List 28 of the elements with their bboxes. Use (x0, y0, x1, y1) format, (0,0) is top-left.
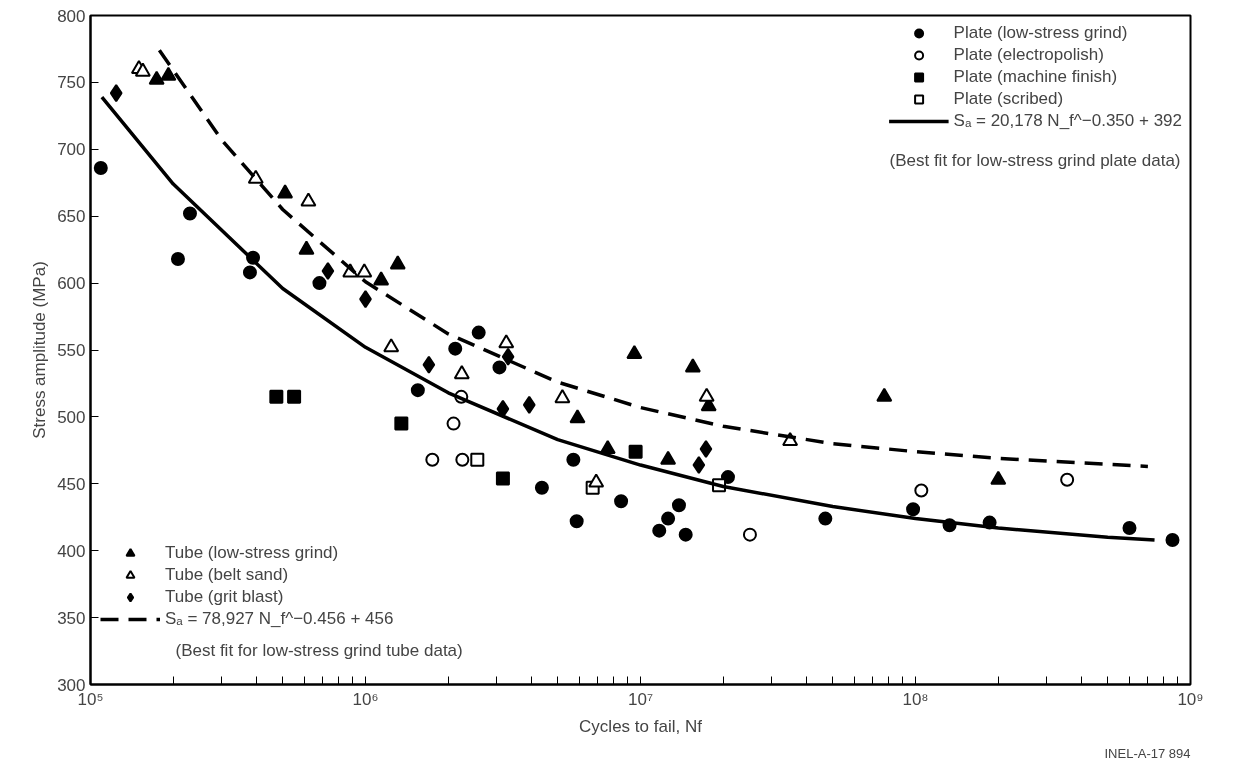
y-tick-label: 400 (57, 541, 86, 561)
legend-label: Sₐ = 78,927 N_f^−0.456 + 456 (165, 609, 394, 629)
legend-label: Plate (electropolish) (953, 45, 1104, 65)
legend-label: Tube (belt sand) (165, 565, 289, 585)
annotation: (Best fit for low-stress grind tube data) (175, 640, 463, 660)
y-tick-label: 750 (57, 73, 86, 93)
x-tick-label: 10⁶ (352, 689, 379, 709)
legend-label: Plate (machine finish) (953, 67, 1118, 87)
y-tick-label: 550 (57, 341, 86, 360)
x-tick-label: 10⁸ (902, 689, 929, 709)
y-tick-label: 500 (57, 407, 86, 427)
y-tick-label: 350 (57, 608, 86, 628)
y-tick-label: 450 (57, 474, 86, 494)
x-tick-label: 10⁷ (627, 689, 654, 709)
text: INEL-A-17 894 (1104, 745, 1191, 761)
y-tick-label: 800 (57, 6, 86, 26)
x-tick-label: 10⁹ (1177, 689, 1204, 709)
y-tick-label: 600 (57, 274, 86, 294)
legend-label: Plate (scribed) (953, 89, 1064, 109)
annotation: (Best fit for low-stress grind plate data) (889, 150, 1181, 170)
legend-label: Tube (low-stress grind) (165, 543, 339, 563)
legend-label: Plate (low-stress grind) (953, 23, 1128, 43)
x-axis-title: Cycles to fail, Nf (579, 716, 703, 736)
legend-label: Tube (grit blast) (165, 587, 284, 607)
y-tick-label: 700 (57, 140, 86, 160)
y-tick-label: 650 (57, 207, 86, 227)
y-axis-title: Stress amplitude (MPa) (30, 261, 50, 439)
legend-label: Sₐ = 20,178 N_f^−0.350 + 392 (953, 111, 1182, 131)
